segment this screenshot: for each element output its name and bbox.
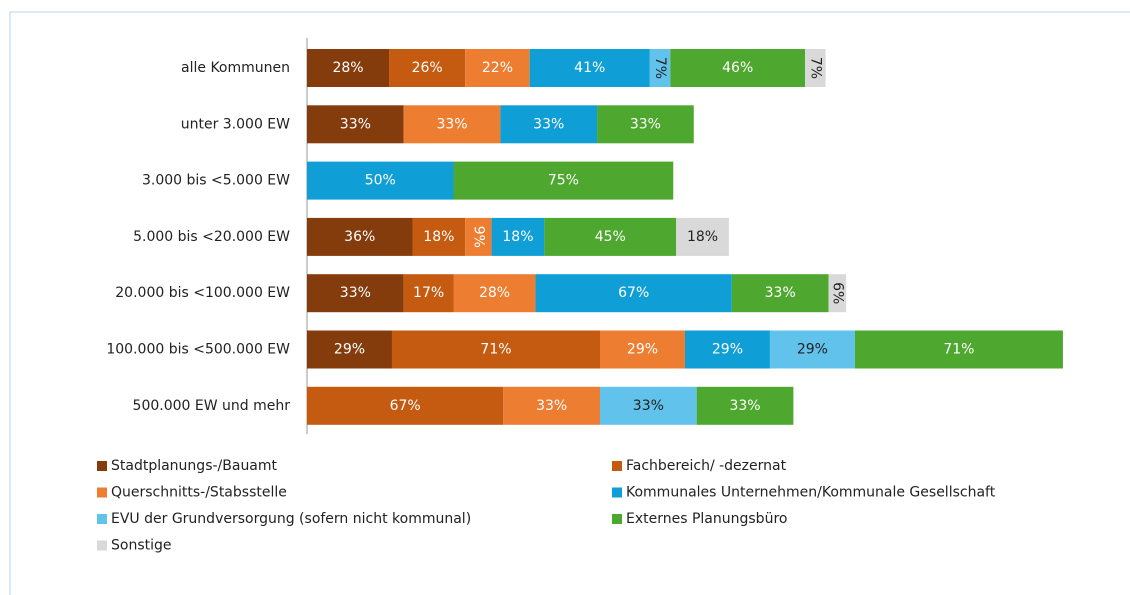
value-label: 71% [943, 342, 974, 358]
bar-segment [649, 49, 671, 87]
category-label: 3.000 bis <5.000 EW [142, 173, 290, 189]
category-label: 500.000 EW und mehr [133, 398, 291, 414]
bar-segment [544, 217, 677, 256]
legend-swatch [612, 461, 622, 471]
value-label: 46% [722, 60, 753, 76]
value-label: 41% [574, 60, 605, 76]
value-label: 33% [436, 116, 467, 132]
value-label: 45% [595, 229, 626, 245]
legend-swatch [97, 487, 107, 498]
legend-label: Externes Planungsbüro [626, 511, 787, 527]
bar-segment [307, 161, 454, 200]
legend-swatch [612, 487, 622, 498]
value-label: 18% [687, 229, 718, 245]
value-label: 26% [412, 60, 443, 76]
bar-segment [307, 49, 390, 87]
bar-segment [529, 49, 650, 87]
bar-segment [307, 274, 404, 313]
bar-segment [403, 274, 454, 313]
value-label: 67% [618, 285, 649, 301]
category-label: unter 3.000 EW [181, 116, 290, 132]
legend-swatch [97, 514, 107, 524]
bar-segment [465, 217, 492, 256]
value-label: 7% [652, 57, 668, 79]
bar-segment [600, 330, 685, 369]
value-label: 29% [797, 342, 828, 358]
category-label: alle Kommunen [181, 60, 290, 76]
bar-segment [600, 386, 697, 425]
bar-segment [453, 161, 674, 200]
bar-segment [670, 49, 806, 87]
bar-segment [535, 274, 732, 313]
value-label: 33% [340, 116, 371, 132]
value-label: 29% [712, 342, 743, 358]
value-label: 50% [365, 173, 396, 189]
legend-label: Sonstige [111, 538, 172, 554]
category-label: 20.000 bis <100.000 EW [115, 285, 290, 301]
value-label: 18% [423, 229, 454, 245]
bar-segment [731, 274, 829, 313]
bar-segment [805, 49, 826, 87]
legend-label: Kommunales Unternehmen/Kommunale Gesells… [626, 485, 996, 501]
bar-segment [307, 330, 392, 369]
value-label: 33% [765, 285, 796, 301]
value-label: 22% [482, 60, 513, 76]
value-label: 33% [536, 398, 567, 414]
value-label: 6% [829, 282, 845, 304]
bar-segment [696, 386, 794, 425]
legend-swatch [97, 461, 107, 471]
bar-segment [854, 330, 1063, 369]
value-label: 29% [334, 342, 365, 358]
value-label: 75% [548, 173, 579, 189]
bar-segment [769, 330, 855, 369]
value-label: 67% [390, 398, 421, 414]
value-label: 17% [413, 285, 444, 301]
value-label: 33% [729, 398, 760, 414]
category-label: 100.000 bis <500.000 EW [106, 342, 290, 358]
value-label: 29% [627, 342, 658, 358]
bar-segment [684, 330, 770, 369]
bar-segment [597, 105, 694, 144]
bar-segment [491, 217, 545, 256]
bar-segment [453, 274, 536, 313]
bar-segment [389, 49, 466, 87]
value-label: 33% [633, 398, 664, 414]
legend-label: Querschnitts-/Stabsstelle [111, 485, 287, 501]
value-label: 36% [344, 229, 375, 245]
bar-segment [500, 105, 598, 144]
value-label: 33% [340, 285, 371, 301]
bar-segment [676, 217, 729, 256]
legend-label: Stadtplanungs-/Bauamt [111, 458, 278, 474]
bar-segment [307, 217, 413, 256]
category-label: 5.000 bis <20.000 EW [133, 229, 290, 245]
value-label: 28% [332, 60, 363, 76]
bar-segment [828, 274, 847, 313]
value-label: 71% [480, 342, 511, 358]
bar-segment [503, 386, 600, 425]
legend-swatch [97, 540, 107, 551]
value-label: 7% [807, 57, 823, 79]
value-label: 33% [630, 116, 661, 132]
bar-segment [391, 330, 600, 369]
bar-segment [403, 105, 501, 144]
value-label: 28% [479, 285, 510, 301]
legend-swatch [612, 514, 622, 524]
value-label: 18% [502, 229, 533, 245]
legend-label: EVU der Grundversorgung (sofern nicht ko… [111, 511, 471, 527]
value-label: 33% [533, 116, 564, 132]
value-label: 9% [470, 226, 486, 248]
bar-segment [412, 217, 466, 256]
legend-label: Fachbereich/ -dezernat [626, 458, 787, 474]
bar-segment [465, 49, 530, 87]
bar-segment [307, 105, 404, 144]
bar-segment [307, 386, 504, 425]
